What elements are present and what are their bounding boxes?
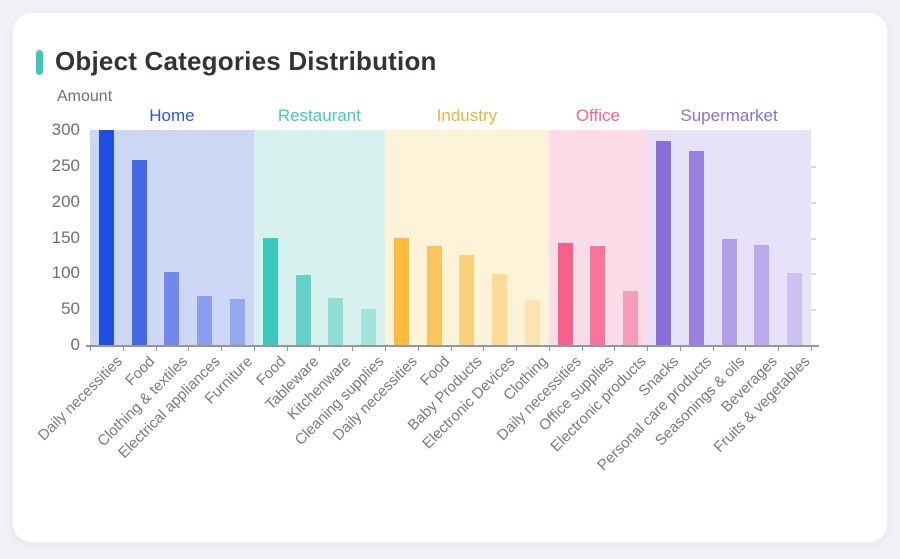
bar-supermarket-beverages [754,244,770,345]
group-label-restaurant: Restaurant [277,106,361,125]
bar-industry-daily-necessities [393,237,409,345]
y-tick-label-150: 150 [51,227,80,247]
group-label-home: Home [149,106,195,125]
group-label-industry: Industry [436,106,498,125]
bar-industry-baby-products [459,254,475,345]
bar-office-office-supplies [590,246,606,345]
bar-office-daily-necessities [557,243,573,345]
y-right-tick [811,201,816,204]
x-axis-tick [745,346,747,351]
bar-restaurant-cleaning-supplies [361,309,377,345]
x-axis-tick [516,346,518,351]
x-axis-tick [614,346,616,351]
y-right-tick [811,273,816,276]
bar-industry-electronic-devices [492,274,508,345]
x-axis-tick [90,346,91,351]
bar-supermarket-snacks [656,140,672,345]
bar-supermarket-personal-care-products [688,150,704,345]
bar-restaurant-food [262,238,278,345]
group-label-supermarket: Supermarket [680,106,778,125]
y-tick-label-300: 300 [51,120,80,139]
x-axis-tick [122,346,124,351]
x-axis-tick [188,346,190,351]
chart-title: Object Categories Distribution [55,46,437,76]
x-axis-tick [155,346,157,351]
y-axis-name: Amount [57,88,113,105]
y-right-tick [811,165,816,168]
bar-supermarket-fruits-vegetables [787,272,803,345]
bar-home-clothing-textiles [164,271,180,345]
y-tick-label-50: 50 [61,299,80,319]
x-axis-tick [548,346,550,351]
y-tick-label-0: 0 [70,335,80,354]
x-axis-tick [811,346,812,351]
y-tick-label-200: 200 [51,191,80,211]
y-right-tick [811,237,816,240]
bar-office-electronic-products [623,291,639,345]
bar-restaurant-tableware [295,275,311,345]
x-axis-tick [679,346,681,351]
bar-industry-food [426,246,442,345]
x-axis-tick [384,346,386,351]
bar-home-food [131,160,147,345]
bar-home-furniture [229,299,245,345]
bar-home-daily-necessities [98,130,114,345]
group-label-office: Office [575,106,621,125]
y-tick-label-250: 250 [51,155,80,175]
x-axis-tick [221,346,223,351]
x-axis-tick [712,346,714,351]
x-axis-tick [253,346,255,351]
x-axis-tick [286,346,288,351]
x-axis-tick [450,346,452,351]
bar-restaurant-kitchenware [328,298,344,345]
bar-industry-clothing [524,299,540,345]
x-axis-tick [417,346,419,351]
y-tick-label-100: 100 [51,263,80,283]
x-axis-line [86,345,819,347]
x-axis-tick [778,346,780,351]
y-right-tick [811,309,816,312]
x-axis-tick [319,346,321,351]
x-axis-tick [647,346,649,351]
x-axis-tick [581,346,583,351]
x-axis-tick [483,346,485,351]
title-accent-bar [36,50,43,75]
bar-supermarket-seasonings-oils [721,238,737,345]
bar-home-electrical-appliances [197,295,213,345]
x-axis-tick [352,346,354,351]
